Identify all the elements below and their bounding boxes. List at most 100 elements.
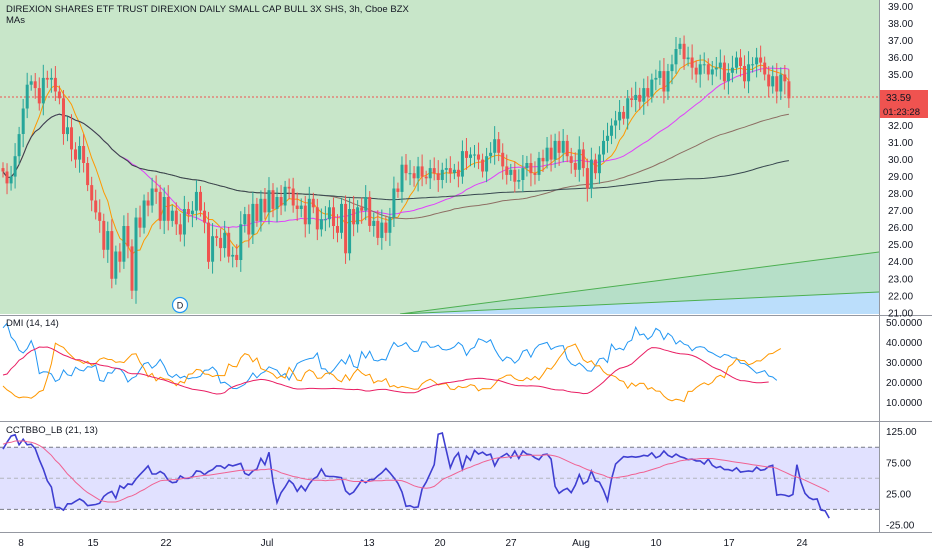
time-axis[interactable]: 8 15 22 Jul 13 20 27 Aug 10 17 24 <box>18 538 808 549</box>
candle <box>416 156 420 192</box>
candle <box>525 155 529 177</box>
candle <box>787 69 791 108</box>
candle <box>98 199 102 233</box>
candle-body <box>53 77 57 92</box>
candle <box>424 170 428 185</box>
time-tick-label: 20 <box>434 538 446 549</box>
candle <box>37 77 41 111</box>
candle <box>231 246 235 268</box>
candle-body <box>251 203 255 235</box>
candle <box>666 63 670 100</box>
dmi-legend-label[interactable]: DMI (14, 14) <box>6 318 59 329</box>
candle <box>561 129 565 163</box>
candle-body <box>372 220 376 226</box>
candle <box>456 161 460 188</box>
dmi-tick-label: 40.0000 <box>886 338 923 349</box>
candle-body <box>86 163 90 186</box>
candle <box>319 208 323 237</box>
candle <box>650 73 654 103</box>
candle-body <box>573 163 577 170</box>
candle-body <box>581 149 585 169</box>
countdown-badge-box <box>880 104 928 118</box>
last-price-value: 33.59 <box>886 93 911 104</box>
price-pane-background <box>0 0 879 314</box>
candle-body <box>255 203 259 221</box>
dividend-marker-circle[interactable] <box>171 296 189 314</box>
candle-body <box>561 140 565 153</box>
dividend-marker[interactable]: D <box>171 296 189 314</box>
candle <box>5 163 9 195</box>
candle <box>332 197 335 240</box>
price-tick-label: 38.00 <box>888 19 913 30</box>
mas-legend-label[interactable]: MAs <box>6 15 25 26</box>
candle-body <box>62 98 65 134</box>
candle-body <box>666 71 670 92</box>
candle <box>126 212 130 259</box>
candle-body <box>134 217 138 291</box>
candle <box>340 197 343 239</box>
candle-body <box>714 67 718 70</box>
candle-body <box>307 198 311 225</box>
cct-legend-label[interactable]: CCTBBO_LB (21, 13) <box>6 425 98 436</box>
time-tick-label: 13 <box>363 538 375 549</box>
candle-body <box>473 154 476 156</box>
time-tick-label: 8 <box>18 538 24 549</box>
candle <box>219 228 223 262</box>
candle-body <box>267 190 271 213</box>
candle-body <box>718 62 722 68</box>
candle <box>315 198 319 241</box>
candle <box>452 163 456 180</box>
candle <box>74 142 77 168</box>
candle-body <box>747 64 751 82</box>
candle <box>392 176 396 227</box>
candle <box>634 81 638 112</box>
candle-body <box>388 217 392 233</box>
candle-body <box>485 156 489 172</box>
candle-body <box>106 231 110 250</box>
candle-body <box>190 210 194 215</box>
candle <box>735 51 738 74</box>
candle-body <box>199 191 202 211</box>
candle-body <box>271 190 275 209</box>
candle <box>553 133 557 168</box>
candle-body <box>698 64 702 75</box>
candle <box>444 158 448 183</box>
dmi-plus-line <box>2 322 778 390</box>
candle <box>299 198 303 218</box>
candle-body <box>162 197 166 221</box>
bar-countdown: 01:23:28 <box>883 107 920 118</box>
candle-body <box>344 203 348 254</box>
price-tick-label: 25.00 <box>888 240 913 251</box>
price-tick-label: 22.00 <box>888 291 913 302</box>
candle <box>585 158 589 202</box>
candle-body <box>78 146 82 160</box>
candle-body <box>215 236 219 238</box>
candle-body <box>146 200 150 206</box>
candle-body <box>223 232 227 249</box>
dmi-tick-label: 20.0000 <box>886 378 923 389</box>
candle <box>235 244 239 268</box>
candle <box>436 160 440 192</box>
candle-body <box>45 77 49 80</box>
candle-body <box>74 149 77 160</box>
candle-body <box>412 173 416 179</box>
candle-body <box>400 164 404 192</box>
candle <box>106 221 110 263</box>
candle-body <box>630 98 634 100</box>
candle <box>158 184 162 230</box>
candle <box>134 207 138 304</box>
candles-layer <box>1 35 791 304</box>
candle <box>223 220 227 258</box>
price-axis[interactable]: 39.00 38.00 37.00 36.00 35.00 32.00 31.00 30.00… <box>886 2 923 532</box>
candle <box>533 161 537 185</box>
candle-body <box>356 207 360 225</box>
price-tick-label: 39.00 <box>888 2 913 13</box>
candle-body <box>263 198 267 213</box>
cct-pane <box>0 423 879 532</box>
candle-body <box>368 197 372 226</box>
candle-body <box>702 64 706 66</box>
candle-body <box>29 81 33 85</box>
time-tick-label: 27 <box>505 538 517 549</box>
candle <box>477 142 480 170</box>
cct-tick-label: -25.00 <box>886 521 915 532</box>
